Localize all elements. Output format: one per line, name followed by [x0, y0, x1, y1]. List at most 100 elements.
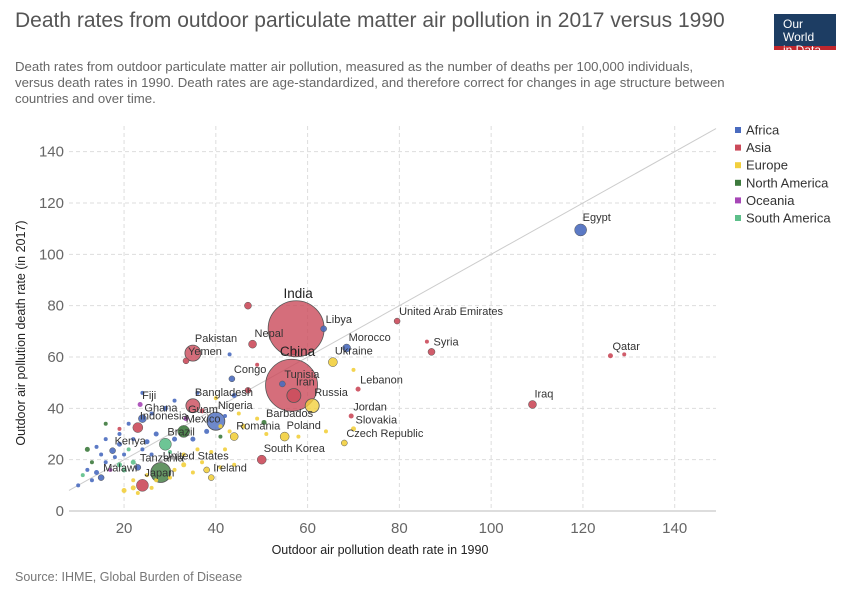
data-point[interactable] [130, 459, 136, 465]
point-malawi[interactable] [97, 474, 105, 481]
data-point[interactable] [190, 470, 195, 475]
data-point[interactable] [264, 432, 269, 436]
data-point[interactable] [223, 414, 228, 419]
point-lebanon[interactable] [355, 386, 361, 392]
point-tunisia[interactable] [279, 380, 286, 388]
data-point[interactable] [131, 437, 136, 442]
data-point[interactable] [89, 478, 94, 483]
data-point[interactable] [76, 483, 81, 488]
point-libya[interactable] [320, 325, 327, 333]
data-point[interactable] [80, 473, 85, 478]
point-jordan[interactable] [348, 413, 354, 419]
point-bangladesh[interactable] [185, 398, 201, 414]
data-point[interactable] [200, 460, 205, 465]
data-point[interactable] [154, 478, 159, 483]
legend-item-oceania[interactable]: Oceania [746, 193, 795, 208]
data-point[interactable] [236, 411, 241, 416]
data-point[interactable] [172, 467, 177, 472]
legend-item-africa[interactable]: Africa [746, 123, 780, 138]
point-iraq[interactable] [528, 400, 537, 409]
data-point[interactable] [218, 424, 223, 429]
point-romania[interactable] [229, 432, 239, 441]
point-japan[interactable] [136, 479, 149, 492]
data-point[interactable] [122, 452, 127, 457]
data-point[interactable] [199, 408, 205, 414]
data-point[interactable] [94, 444, 99, 449]
data-point[interactable] [240, 423, 246, 429]
data-point[interactable] [149, 452, 154, 457]
data-point[interactable] [181, 452, 186, 457]
data-point[interactable] [232, 462, 237, 467]
legend-item-south-america[interactable]: South America [746, 211, 831, 226]
point-fiji[interactable] [137, 401, 143, 407]
data-point[interactable] [227, 429, 232, 434]
data-point[interactable] [209, 449, 214, 454]
data-point[interactable] [167, 449, 172, 454]
data-point[interactable] [126, 421, 131, 426]
point-china[interactable] [265, 358, 318, 412]
data-point[interactable] [145, 473, 150, 478]
data-point[interactable] [130, 485, 136, 491]
data-point[interactable] [167, 475, 172, 480]
data-point[interactable] [135, 491, 140, 496]
data-point[interactable] [255, 362, 260, 367]
point-united-states[interactable] [150, 462, 172, 483]
data-point[interactable] [622, 352, 627, 357]
data-point[interactable] [172, 398, 177, 403]
legend-item-europe[interactable]: Europe [746, 158, 788, 173]
data-point[interactable] [112, 455, 117, 460]
data-point[interactable] [116, 441, 122, 447]
point-slovakia[interactable] [350, 426, 356, 432]
point-brazil[interactable] [159, 438, 172, 451]
data-point[interactable] [89, 460, 94, 465]
data-point[interactable] [103, 460, 108, 465]
legend-item-asia[interactable]: Asia [746, 140, 772, 155]
data-point[interactable] [203, 466, 210, 474]
data-point[interactable] [255, 416, 260, 421]
data-point[interactable] [213, 396, 218, 401]
data-point[interactable] [190, 436, 196, 442]
point-syria[interactable] [427, 348, 436, 356]
data-point[interactable] [144, 439, 150, 445]
point-yemen[interactable] [182, 357, 190, 365]
point-morocco[interactable] [342, 343, 351, 353]
point-kenya[interactable] [109, 447, 116, 454]
point-south-korea[interactable] [256, 454, 267, 465]
data-point[interactable] [204, 428, 210, 434]
data-point[interactable] [121, 467, 127, 473]
point-tanzania[interactable] [134, 464, 142, 471]
data-point[interactable] [153, 431, 159, 437]
data-point[interactable] [121, 487, 127, 493]
data-point[interactable] [94, 470, 100, 475]
point-russia[interactable] [304, 398, 320, 414]
point-czech-republic[interactable] [341, 439, 348, 447]
data-point[interactable] [172, 436, 178, 442]
point-ghana[interactable] [138, 414, 147, 423]
data-point[interactable] [323, 429, 328, 434]
data-point[interactable] [99, 452, 104, 457]
legend-item-north-america[interactable]: North America [746, 175, 829, 190]
data-point[interactable] [195, 447, 200, 452]
data-point[interactable] [116, 462, 122, 468]
data-point[interactable] [149, 485, 154, 490]
point-united-arab-emirates[interactable] [393, 317, 401, 325]
point-poland[interactable] [279, 431, 290, 442]
point-congo[interactable] [228, 375, 236, 383]
data-point[interactable] [218, 465, 223, 470]
data-point[interactable] [84, 446, 90, 452]
data-point[interactable] [103, 437, 108, 442]
data-point[interactable] [296, 434, 301, 439]
data-point[interactable] [227, 352, 232, 357]
point-indonesia[interactable] [132, 422, 144, 433]
data-point[interactable] [424, 339, 429, 344]
point-nepal[interactable] [248, 339, 257, 349]
data-point[interactable] [223, 447, 228, 452]
data-point[interactable] [140, 447, 145, 452]
data-point[interactable] [140, 390, 145, 395]
data-point[interactable] [131, 478, 136, 483]
data-point[interactable] [195, 390, 200, 395]
point-ukraine[interactable] [328, 357, 338, 367]
data-point[interactable] [244, 387, 252, 394]
data-point[interactable] [351, 367, 356, 372]
data-point[interactable] [244, 301, 252, 310]
